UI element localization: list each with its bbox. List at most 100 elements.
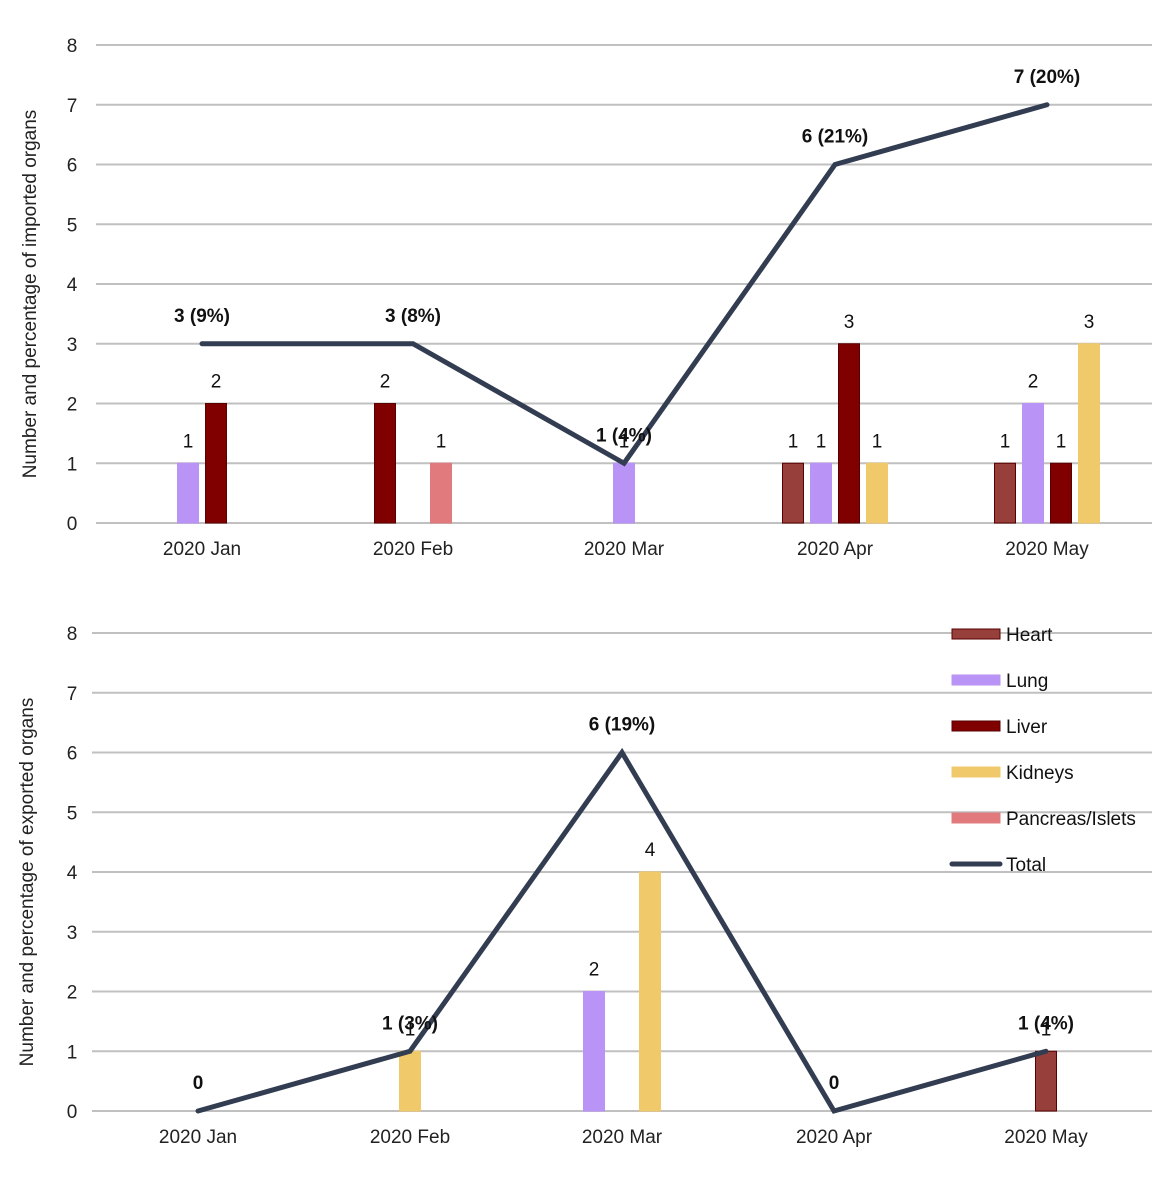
x-tick-label: 2020 Jan: [163, 539, 241, 560]
bar-value-label: 1: [1041, 1019, 1052, 1040]
bar-lung: [810, 462, 832, 524]
bar-lung: [583, 991, 605, 1112]
y-tick-label: 2: [67, 395, 78, 416]
x-tick-label: 2020 Apr: [796, 1127, 873, 1148]
bar-liver: [838, 343, 860, 524]
imported-organs-chart: 0 1 2 3 4 5 6 7 8 Number and percentage of impor…: [20, 36, 1152, 560]
bar-value-label: 1: [183, 431, 194, 452]
bar-heart: [1035, 1050, 1057, 1112]
y-tick-label: 4: [67, 863, 78, 884]
bar-value-label: 1: [436, 431, 447, 452]
x-tick-labels: 2020 Jan 2020 Feb 2020 Mar 2020 Apr 2020 May: [159, 1127, 1088, 1148]
total-value-label: 0: [829, 1073, 840, 1094]
legend-item-lung: Lung: [951, 671, 1048, 692]
x-tick-labels: 2020 Jan 2020 Feb 2020 Mar 2020 Apr 2020 May: [163, 539, 1089, 560]
total-value-label: 6 (21%): [802, 127, 869, 148]
y-tick-label: 3: [67, 335, 78, 356]
total-value-label: 0: [193, 1073, 204, 1094]
bar-value-label: 1: [619, 431, 630, 452]
x-tick-label: 2020 Feb: [370, 1127, 450, 1148]
x-tick-label: 2020 Feb: [373, 539, 453, 560]
bar-value-label: 3: [844, 312, 855, 333]
legend-swatch: [951, 674, 1001, 686]
y-tick-label: 8: [67, 36, 78, 57]
bar-value-label: 1: [405, 1019, 416, 1040]
total-value-label: 6 (19%): [589, 715, 656, 736]
total-value-label: 7 (20%): [1014, 67, 1081, 88]
y-tick-label: 4: [67, 275, 78, 296]
x-tick-label: 2020 Apr: [797, 539, 874, 560]
bar-value-label: 4: [645, 840, 656, 861]
legend-item-liver: Liver: [951, 717, 1048, 738]
y-tick-label: 5: [67, 803, 78, 824]
legend-label: Kidneys: [1006, 763, 1074, 784]
x-tick-label: 2020 Jan: [159, 1127, 237, 1148]
legend-label: Lung: [1006, 671, 1048, 692]
bar-value-label: 1: [788, 431, 799, 452]
bar-pancreas-islets: [430, 462, 452, 524]
bar-heart: [782, 462, 804, 524]
y-tick-label: 7: [67, 684, 78, 705]
total-value-label: 1 (3%): [382, 1013, 438, 1034]
legend-swatch: [951, 812, 1001, 824]
bar-heart: [994, 462, 1016, 524]
bar-value-label: 2: [211, 372, 222, 393]
total-value-label: 3 (9%): [174, 306, 230, 327]
legend-swatch: [951, 628, 1001, 640]
y-tick-labels: 0 1 2 3 4 5 6 7 8: [67, 36, 78, 535]
bar-value-label: 1: [1000, 431, 1011, 452]
legend-swatch: [951, 766, 1001, 778]
bar-value-label: 3: [1084, 312, 1095, 333]
total-value-label: 3 (8%): [385, 306, 441, 327]
y-tick-label: 6: [67, 744, 78, 765]
y-tick-label: 0: [67, 514, 78, 535]
bar-value-label: 1: [1056, 431, 1067, 452]
legend-swatch: [951, 720, 1001, 732]
x-tick-label: 2020 Mar: [584, 539, 665, 560]
y-tick-label: 3: [67, 923, 78, 944]
bar-lung: [177, 462, 199, 524]
bar-liver: [374, 403, 396, 524]
bars: 1 2 4 1: [399, 840, 1057, 1112]
exported-organs-chart: 0 1 2 3 4 5 6 7 8 Number and percentage of expor…: [17, 624, 1152, 1148]
total-value-label: 1 (4%): [596, 425, 652, 446]
bar-value-label: 1: [816, 431, 827, 452]
bar-kidneys: [639, 871, 661, 1112]
bar-kidneys: [866, 462, 888, 524]
y-tick-label: 5: [67, 215, 78, 236]
gridlines: [92, 632, 1152, 1112]
bar-liver: [1050, 462, 1072, 524]
legend-label: Liver: [1006, 717, 1048, 738]
legend: Heart Lung Liver Kidneys Pancreas/Islets Tota…: [949, 625, 1136, 876]
legend-item-kidneys: Kidneys: [951, 763, 1074, 784]
bar-kidneys: [1078, 343, 1100, 524]
x-tick-label: 2020 May: [1005, 539, 1089, 560]
legend-label: Total: [1006, 855, 1046, 876]
total-line: 3 (9%) 3 (8%) 1 (4%) 6 (21%) 7 (20%): [174, 67, 1081, 467]
legend-item-heart: Heart: [951, 625, 1053, 646]
x-tick-label: 2020 Mar: [582, 1127, 663, 1148]
bar-lung: [1022, 403, 1044, 524]
bar-kidneys: [399, 1050, 421, 1112]
y-tick-label: 1: [67, 1042, 78, 1063]
bar-value-label: 1: [872, 431, 883, 452]
legend-label: Heart: [1006, 625, 1053, 646]
y-tick-label: 7: [67, 96, 78, 117]
y-tick-label: 8: [67, 624, 78, 645]
y-tick-labels: 0 1 2 3 4 5 6 7 8: [67, 624, 78, 1123]
bar-lung: [613, 462, 635, 524]
bar-liver: [205, 403, 227, 524]
legend-label: Pancreas/Islets: [1006, 809, 1136, 830]
y-tick-label: 2: [67, 983, 78, 1004]
legend-item-total: Total: [949, 855, 1046, 876]
y-axis-label: Number and percentage of exported organs: [17, 698, 38, 1067]
total-line: 0 1 (3%) 6 (19%) 0 1 (4%): [193, 715, 1074, 1114]
bar-value-label: 2: [380, 372, 391, 393]
y-tick-label: 6: [67, 156, 78, 177]
y-tick-label: 0: [67, 1102, 78, 1123]
x-tick-label: 2020 May: [1004, 1127, 1088, 1148]
total-value-label: 1 (4%): [1018, 1013, 1074, 1034]
legend-item-pancreas-islets: Pancreas/Islets: [951, 809, 1136, 830]
